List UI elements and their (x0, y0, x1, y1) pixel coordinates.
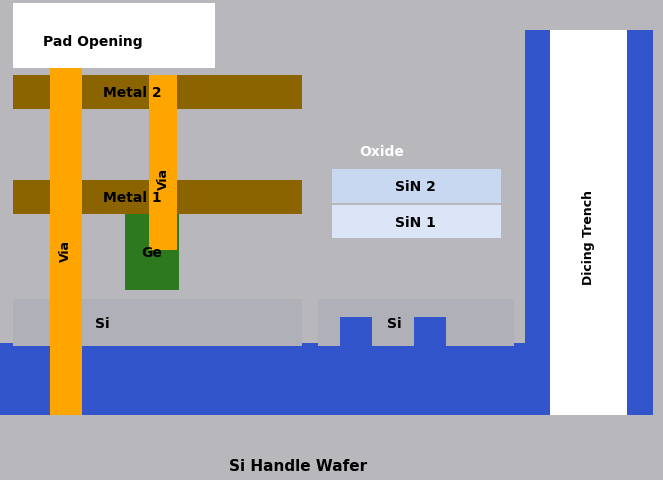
Text: Si: Si (95, 317, 110, 331)
Text: Oxide: Oxide (359, 145, 404, 159)
Bar (50, 31, 82, 415)
Bar (332, 205, 501, 239)
Bar (550, 31, 627, 415)
Text: Metal 1: Metal 1 (103, 191, 162, 204)
Text: Si Handle Wafer: Si Handle Wafer (229, 458, 367, 473)
Bar (414, 317, 446, 346)
Text: SiN 2: SiN 2 (395, 180, 436, 193)
Bar (0, 344, 525, 415)
Bar (13, 4, 215, 69)
Text: Via: Via (59, 239, 72, 261)
Bar (340, 317, 372, 346)
Text: Si: Si (387, 317, 402, 331)
Text: SiN 1: SiN 1 (395, 216, 436, 229)
Bar (125, 212, 179, 290)
Text: Ge: Ge (141, 245, 162, 259)
Text: Dicing Trench: Dicing Trench (582, 189, 595, 284)
Text: Via: Via (156, 168, 170, 190)
Bar (627, 31, 653, 415)
Bar (13, 299, 302, 346)
Bar (318, 299, 514, 346)
Bar (525, 31, 550, 415)
Text: Metal 2: Metal 2 (103, 86, 162, 100)
Bar (13, 76, 302, 109)
Text: Pad Opening: Pad Opening (43, 36, 143, 49)
Bar (149, 76, 177, 250)
Bar (332, 169, 501, 203)
Bar (13, 181, 302, 214)
